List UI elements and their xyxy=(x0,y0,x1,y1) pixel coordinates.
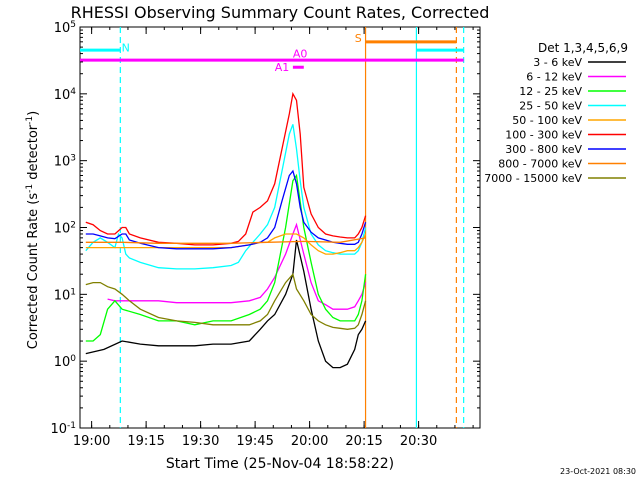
y-axis-label: Corrected Count Rate (s-1 detector-1) xyxy=(25,111,41,349)
chart-title: RHESSI Observing Summary Count Rates, Co… xyxy=(71,3,490,22)
y-axis: 10-1 100 101 102 103 104 105 xyxy=(50,20,480,437)
x-tick-label: 20:30 xyxy=(400,434,437,449)
legend-label: 25 - 50 keV xyxy=(519,100,582,113)
y-tick-label: 10-1 xyxy=(50,421,76,437)
legend-label: 3 - 6 keV xyxy=(533,56,582,69)
x-tick-label: 20:00 xyxy=(291,434,328,449)
y-tick-label: 105 xyxy=(54,20,76,36)
legend-label: 12 - 25 keV xyxy=(519,85,582,98)
y-tick-label: 103 xyxy=(54,154,76,170)
series-line xyxy=(85,169,367,250)
y-tick-label: 104 xyxy=(54,87,77,103)
series-line xyxy=(85,124,367,270)
legend-label: 800 - 7000 keV xyxy=(498,158,582,171)
x-axis: 19:00 19:15 19:30 19:45 20:00 20:15 20:30 xyxy=(73,27,474,449)
y-tick-label: 101 xyxy=(54,287,76,303)
annotation-label: A1 xyxy=(275,61,290,74)
annotation-label: A0 xyxy=(293,47,308,60)
y-tick-label: 102 xyxy=(54,221,76,237)
x-axis-label: Start Time (25-Nov-04 18:58:22) xyxy=(166,456,394,472)
legend-label: 100 - 300 keV xyxy=(505,129,582,142)
legend-label: 6 - 12 keV xyxy=(526,71,582,84)
series-line xyxy=(85,272,367,330)
legend-label: 300 - 800 keV xyxy=(505,143,582,156)
x-tick-label: 19:15 xyxy=(127,434,164,449)
footer-timestamp: 23-Oct-2021 08:30 xyxy=(560,467,636,476)
legend-label: 7000 - 15000 keV xyxy=(484,172,582,185)
x-tick-label: 20:15 xyxy=(345,434,382,449)
legend-label: 50 - 100 keV xyxy=(512,114,582,127)
x-tick-label: 19:30 xyxy=(182,434,219,449)
series-line xyxy=(85,239,367,369)
series-line xyxy=(85,173,367,342)
y-tick-label: 100 xyxy=(54,354,77,370)
legend-title: Det 1,3,4,5,6,9 xyxy=(538,41,628,55)
series-line xyxy=(85,237,366,244)
annotation-label: S xyxy=(355,32,362,45)
x-tick-label: 19:00 xyxy=(73,434,110,449)
series-line xyxy=(107,222,367,310)
series-line xyxy=(85,91,367,246)
x-tick-label: 19:45 xyxy=(236,434,273,449)
annotation-label: N xyxy=(122,41,130,54)
plot-frame xyxy=(79,26,481,429)
